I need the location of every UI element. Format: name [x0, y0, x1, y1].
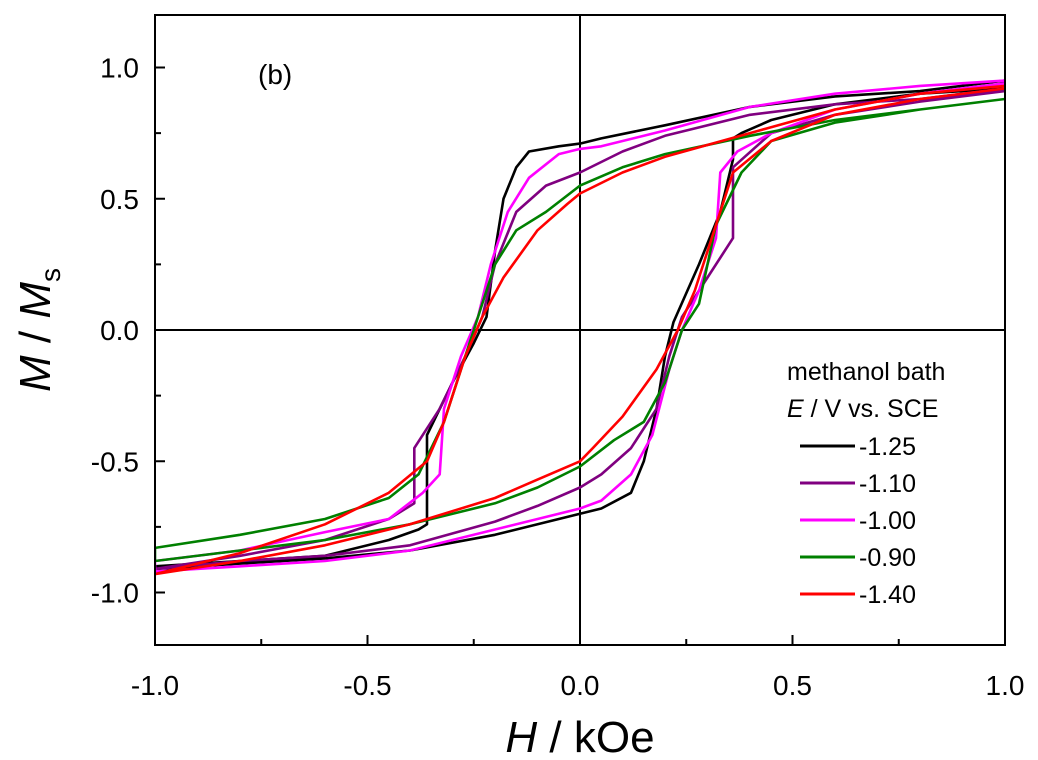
legend-label: -0.90 — [859, 544, 916, 572]
zero-axes — [155, 15, 1005, 645]
panel-label: (b) — [258, 59, 292, 90]
series-loop--1.00 — [155, 79, 1005, 573]
y-tick-label: 0.5 — [100, 184, 139, 215]
legend-title-line1: methanol bath — [787, 358, 945, 386]
legend-label: -1.00 — [859, 507, 916, 535]
legend-title-line2: E / V vs. SCE — [787, 395, 938, 423]
legend-entries: -1.25 -1.10 -1.00 -0.90 -1.40 — [800, 433, 916, 609]
y-axis-symbol: M — [11, 355, 60, 392]
x-tick-label: -1.0 — [131, 670, 179, 701]
series-loop--1.40 — [155, 84, 1005, 576]
x-tick-label: 0.5 — [773, 670, 812, 701]
x-tick-label: -0.5 — [343, 670, 391, 701]
legend-label: -1.10 — [859, 470, 916, 498]
x-tick-label: 0.0 — [561, 670, 600, 701]
series-loop--1.10 — [155, 87, 1005, 571]
y-axis-sep: / — [11, 319, 60, 356]
y-tick-label: 0.0 — [100, 315, 139, 346]
y-tick-label: -0.5 — [91, 446, 139, 477]
x-axis-title: H / kOe — [505, 713, 654, 760]
y-axis-title: M / Ms — [11, 268, 66, 392]
legend: methanol bath E / V vs. SCE -1.25-1.10-1… — [787, 358, 945, 609]
legend-title-rest: / V vs. SCE — [804, 395, 939, 423]
x-axis-unit: / kOe — [537, 713, 654, 760]
y-axis-symbol2: M — [11, 282, 60, 319]
legend-label: -1.40 — [859, 581, 916, 609]
y-tick-label: -1.0 — [91, 578, 139, 609]
x-tick-label: 1.0 — [986, 670, 1025, 701]
legend-title-symbol: E — [787, 395, 804, 423]
legend-label: -1.25 — [859, 433, 916, 461]
y-tick-label: 1.0 — [100, 53, 139, 84]
axis-ticks: -1.0 -0.5 0.0 0.5 1.0 1.0 0.5 0.0 -0.5 -1.0 — [91, 53, 1025, 702]
x-axis-symbol: H — [505, 713, 537, 760]
series-group — [155, 79, 1005, 576]
y-axis-subscript: s — [35, 268, 66, 282]
